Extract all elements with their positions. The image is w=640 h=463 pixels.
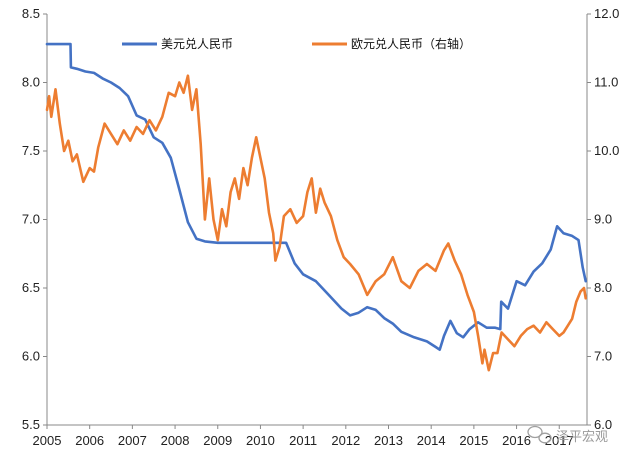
legend: 美元兑人民币 欧元兑人民币（右轴）: [122, 36, 471, 51]
x-tick-label: 2007: [118, 433, 147, 448]
x-tick-label: 2014: [417, 433, 446, 448]
x-tick-label: 2005: [33, 433, 62, 448]
x-tick-label: 2013: [374, 433, 403, 448]
x-tick-label: 2006: [75, 433, 104, 448]
left-tick-label: 7.0: [22, 212, 40, 227]
watermark: 泽平宏观: [527, 425, 608, 445]
x-tick-label: 2009: [203, 433, 232, 448]
x-tick-label: 2012: [331, 433, 360, 448]
x-tick-label: 2015: [459, 433, 488, 448]
series-layer: [45, 42, 587, 372]
left-tick-label: 8.5: [22, 6, 40, 21]
left-tick-label: 8.0: [22, 75, 40, 90]
left-tick-label: 7.5: [22, 143, 40, 158]
x-tick-label: 2011: [289, 433, 317, 448]
right-tick-label: 7.0: [594, 349, 612, 364]
right-tick-label: 12.0: [594, 6, 619, 21]
left-tick-label: 6.5: [22, 280, 40, 295]
left-tick-label: 5.5: [22, 417, 40, 432]
right-tick-label: 8.0: [594, 280, 612, 295]
watermark-text: 泽平宏观: [556, 430, 608, 445]
right-tick-label: 11.0: [594, 75, 618, 90]
axes: 5.5 6.0 6.5 7.0 7.5 8.0 8.5 6.0 7.0 8.0 9.0 10.0 11.…: [22, 6, 619, 448]
legend-label-eur: 欧元兑人民币（右轴）: [351, 36, 471, 51]
left-tick-label: 6.0: [22, 349, 40, 364]
series-line-usd-cny: [45, 42, 587, 351]
legend-label-usd: 美元兑人民币: [161, 37, 233, 51]
right-tick-label: 9.0: [594, 212, 612, 227]
chat-bubbles-icon: [527, 425, 552, 444]
x-tick-label: 2010: [246, 433, 275, 448]
right-tick-label: 10.0: [594, 143, 619, 158]
series-line-eur-cny: [45, 74, 587, 372]
right-tick-label: 6.0: [594, 417, 612, 432]
x-tick-label: 2016: [502, 433, 531, 448]
x-tick-label: 2008: [161, 433, 190, 448]
x-tick-label: 2017: [545, 433, 574, 448]
